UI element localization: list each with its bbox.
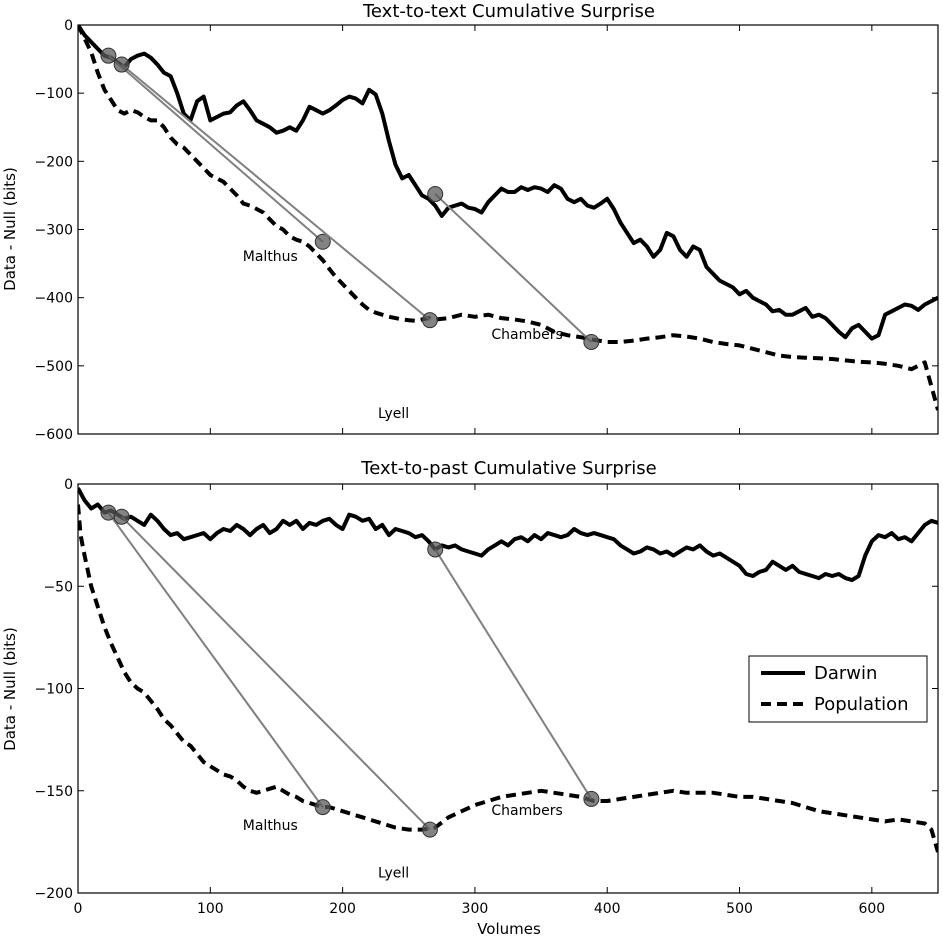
connector-line-chambers — [434, 193, 593, 343]
marker-population-malthus — [314, 799, 331, 816]
legend-population-label: Population — [814, 694, 909, 715]
y-tick-label: −200 — [35, 154, 73, 170]
y-tick-label: −100 — [35, 682, 73, 698]
connector-line-chambers — [434, 548, 593, 800]
annotation-label-lyell: Lyell — [378, 866, 409, 882]
axes-frame — [77, 24, 939, 435]
marker-darwin-lyell — [113, 56, 130, 73]
connector-line-lyell — [121, 63, 431, 321]
plot-area-top: Malthus Lyell Chambers 0 −100 −200 −300 −400 −50… — [35, 18, 939, 443]
marker-darwin-malthus — [100, 47, 117, 64]
chart-bottom: Text-to-past Cumulative Surprise Data - … — [1, 458, 939, 938]
y-tick-label: −400 — [35, 291, 73, 307]
legend-darwin-label: Darwin — [814, 663, 877, 684]
plot-area-bottom: Malthus Lyell Chambers 0 100 200 300 400 500 600 0… — [35, 477, 939, 917]
y-tick-label: −150 — [35, 784, 73, 800]
y-axis-label-top: Data - Null (bits) — [1, 167, 19, 291]
marker-population-lyell — [421, 821, 438, 838]
y-tick-label: 0 — [64, 18, 73, 34]
annotation-label-lyell: Lyell — [378, 406, 409, 422]
connector-line-lyell — [120, 516, 431, 831]
annotation-label-chambers: Chambers — [491, 327, 562, 343]
x-tick-label: 600 — [858, 901, 885, 917]
y-tick-label: −50 — [43, 579, 73, 595]
marker-darwin-chambers — [427, 541, 444, 558]
annotation-label-chambers: Chambers — [491, 803, 562, 819]
marker-population-malthus — [314, 233, 331, 250]
annotation-label-malthus: Malthus — [243, 249, 298, 265]
marker-population-chambers — [583, 333, 600, 350]
y-tick-label: −500 — [35, 359, 73, 375]
series-line-population — [78, 504, 938, 853]
y-tick-label: −200 — [35, 886, 73, 902]
x-tick-label: 500 — [726, 901, 753, 917]
connector-line-malthus — [107, 54, 324, 243]
annotation-label-malthus: Malthus — [243, 818, 298, 834]
legend: Darwin Population — [748, 655, 928, 723]
x-tick-label: 200 — [329, 901, 356, 917]
y-axis-label-bottom: Data - Null (bits) — [1, 627, 19, 751]
connector-line-malthus — [107, 512, 324, 808]
y-tick-label: −100 — [35, 86, 73, 102]
chart-title-top: Text-to-text Cumulative Surprise — [362, 1, 655, 22]
marker-darwin-lyell — [113, 508, 130, 525]
chart-top: Text-to-text Cumulative Surprise Data - … — [1, 1, 939, 443]
x-axis-label: Volumes — [477, 920, 541, 938]
y-tick-label: −600 — [35, 427, 73, 443]
marker-darwin-chambers — [427, 186, 444, 203]
x-tick-label: 400 — [594, 901, 621, 917]
series-line-darwin — [78, 25, 938, 341]
legend-box — [748, 655, 928, 723]
y-tick-label: 0 — [64, 477, 73, 493]
chart-title-bottom: Text-to-past Cumulative Surprise — [360, 458, 656, 479]
marker-population-lyell — [421, 312, 438, 329]
x-tick-label: 0 — [74, 901, 83, 917]
y-tick-label: −300 — [35, 223, 73, 239]
x-tick-label: 100 — [197, 901, 224, 917]
series-line-population — [78, 25, 938, 411]
x-tick-label: 300 — [462, 901, 489, 917]
marker-darwin-malthus — [100, 504, 117, 521]
series-line-darwin — [78, 487, 938, 583]
marker-population-chambers — [583, 790, 600, 807]
